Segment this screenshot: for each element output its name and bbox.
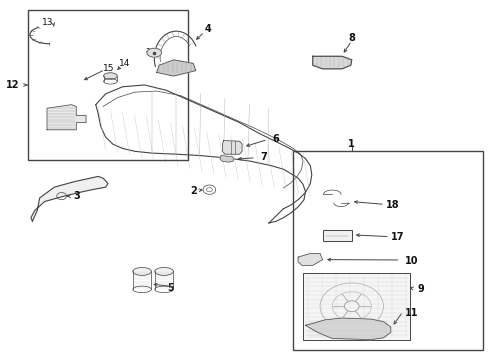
Text: 9: 9 [417,284,424,294]
Text: 15: 15 [103,64,115,73]
Ellipse shape [147,48,161,57]
Text: 4: 4 [204,24,211,35]
Text: 2: 2 [189,186,196,196]
Text: 11: 11 [404,308,417,318]
Bar [293,151,483,350]
Text: 13: 13 [42,18,54,27]
Text: 17: 17 [390,232,404,242]
Text: 18: 18 [386,200,399,210]
Text: 7: 7 [260,152,267,162]
Text: 8: 8 [347,33,354,43]
Polygon shape [222,140,242,154]
Bar [303,273,409,339]
Ellipse shape [155,267,173,275]
Bar [322,230,351,241]
Polygon shape [312,56,351,69]
Polygon shape [220,156,233,162]
Polygon shape [47,105,86,130]
Text: 5: 5 [167,283,173,293]
Text: 12: 12 [6,80,20,90]
Ellipse shape [133,267,151,275]
Polygon shape [31,176,108,221]
Text: 16: 16 [146,48,157,57]
Polygon shape [157,60,195,76]
Text: 3: 3 [73,191,80,201]
Text: 10: 10 [404,256,417,266]
Ellipse shape [103,73,117,79]
Polygon shape [298,253,322,265]
Text: 6: 6 [272,134,279,144]
Bar [27,10,188,160]
Text: 1: 1 [347,139,354,149]
Text: 14: 14 [119,59,130,68]
Polygon shape [305,318,390,339]
